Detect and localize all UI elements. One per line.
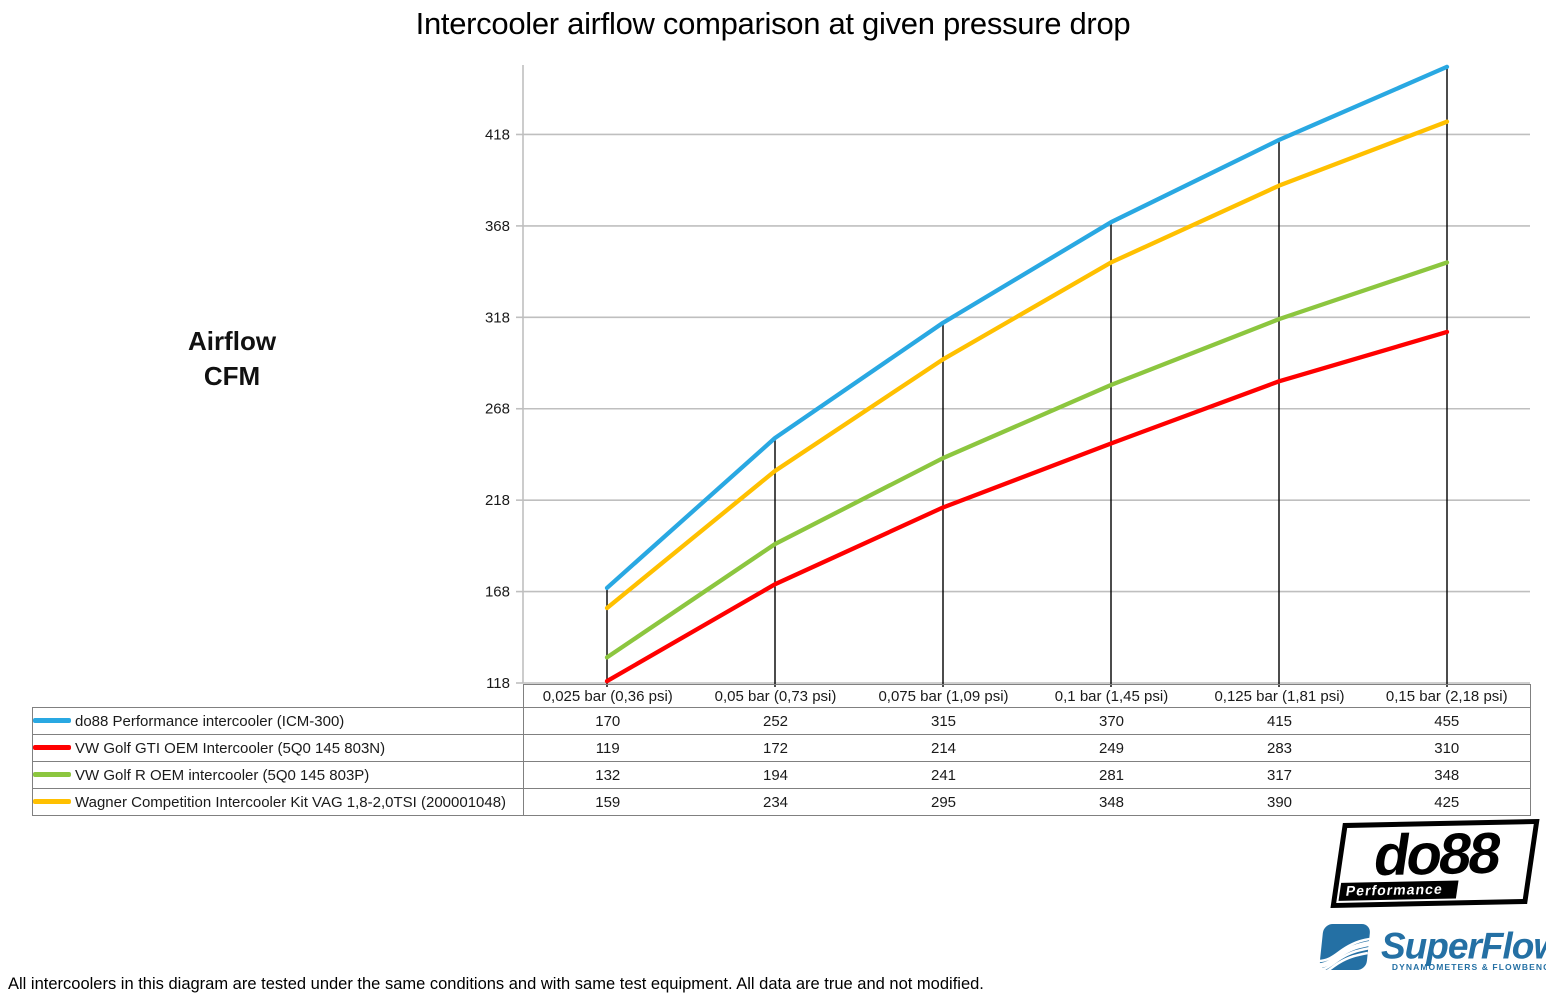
y-tick-label: 118 [486, 675, 510, 692]
series-color-line [33, 745, 71, 750]
value-cell: 348 [1027, 788, 1196, 816]
category-label: 0,075 bar (1,09 psi) [859, 684, 1028, 708]
value-cell: 348 [1363, 761, 1531, 789]
y-tick-label: 168 [485, 584, 510, 601]
y-tick-label: 318 [485, 309, 510, 326]
value-cell: 241 [859, 761, 1028, 789]
do88-logo-text: do88 [1369, 820, 1503, 889]
y-tick-label: 268 [485, 401, 510, 418]
legend-item: do88 Performance intercooler (ICM-300) [32, 707, 524, 735]
series-line [604, 260, 1450, 660]
table-row: VW Golf R OEM intercooler (5Q0 145 803P)… [32, 761, 1531, 789]
series-name: VW Golf R OEM intercooler (5Q0 145 803P) [75, 766, 370, 784]
series-name: Wagner Competition Intercooler Kit VAG 1… [75, 793, 507, 811]
series-name: VW Golf GTI OEM Intercooler (5Q0 145 803… [75, 739, 386, 757]
superflow-logo: SuperFlow™ DYNAMOMETERS & FLOWBENCHES [1316, 922, 1546, 974]
value-cell: 194 [691, 761, 860, 789]
superflow-logo-text: SuperFlow™ [1381, 925, 1546, 967]
value-cell: 119 [523, 734, 692, 762]
value-cell: 172 [691, 734, 860, 762]
airflow-chart: 118 168 218 268 318 368 418 [485, 64, 1530, 692]
footer-note: All intercoolers in this diagram are tes… [8, 975, 984, 993]
y-tick-label: 368 [485, 218, 510, 235]
y-axis-label: Airflow CFM [157, 324, 307, 394]
value-cell: 283 [1195, 734, 1364, 762]
value-cell: 317 [1195, 761, 1364, 789]
value-cell: 234 [691, 788, 860, 816]
value-cell: 214 [859, 734, 1028, 762]
value-cell: 390 [1195, 788, 1364, 816]
value-cell: 281 [1027, 761, 1196, 789]
value-cell: 370 [1027, 707, 1196, 735]
y-tick-label: 218 [485, 492, 510, 509]
value-cell: 295 [859, 788, 1028, 816]
value-cell: 415 [1195, 707, 1364, 735]
do88-logo-subtext: Performance [1338, 880, 1459, 901]
table-row: Wagner Competition Intercooler Kit VAG 1… [32, 788, 1531, 816]
series-name: do88 Performance intercooler (ICM-300) [75, 712, 345, 730]
series-line [604, 329, 1450, 684]
superflow-logo-subtext: DYNAMOMETERS & FLOWBENCHES [1391, 961, 1546, 972]
category-header-row: 0,025 bar (0,36 psi) 0,05 bar (0,73 psi) 0… [33, 684, 1531, 708]
value-cell: 455 [1363, 707, 1531, 735]
value-cell: 425 [1363, 788, 1531, 816]
chart-title: Intercooler airflow comparison at given … [415, 6, 1131, 41]
series-color-line [33, 718, 71, 723]
category-label: 0,025 bar (0,36 psi) [523, 684, 692, 708]
value-cell: 315 [859, 707, 1028, 735]
value-cell: 310 [1363, 734, 1531, 762]
legend-item: VW Golf R OEM intercooler (5Q0 145 803P) [32, 761, 524, 789]
category-label: 0,1 bar (1,45 psi) [1027, 684, 1196, 708]
value-cell: 170 [523, 707, 692, 735]
legend-item: VW Golf GTI OEM Intercooler (5Q0 145 803… [32, 734, 524, 762]
value-cell: 249 [1027, 734, 1196, 762]
category-label: 0,05 bar (0,73 psi) [691, 684, 860, 708]
series-line [604, 119, 1450, 611]
category-label: 0,15 bar (2,18 psi) [1363, 684, 1531, 708]
series-color-line [33, 799, 71, 804]
superflow-flow-icon [1316, 924, 1373, 974]
series-line [604, 64, 1450, 591]
data-table: 0,025 bar (0,36 psi) 0,05 bar (0,73 psi) 0… [32, 684, 1531, 816]
value-cell: 252 [691, 707, 860, 735]
value-cell: 159 [523, 788, 692, 816]
category-label: 0,125 bar (1,81 psi) [1195, 684, 1364, 708]
table-row: do88 Performance intercooler (ICM-300) 17… [32, 707, 1531, 735]
table-row: VW Golf GTI OEM Intercooler (5Q0 145 803… [32, 734, 1531, 762]
y-axis-label-line2: CFM [203, 361, 261, 391]
y-tick-label: 418 [485, 126, 510, 143]
y-axis-label-line1: Airflow [187, 326, 277, 356]
legend-item: Wagner Competition Intercooler Kit VAG 1… [32, 788, 524, 816]
table-corner-cell [33, 685, 524, 708]
value-cell: 132 [523, 761, 692, 789]
series-color-line [33, 772, 71, 777]
do88-logo: do88 Performance [1330, 818, 1540, 909]
